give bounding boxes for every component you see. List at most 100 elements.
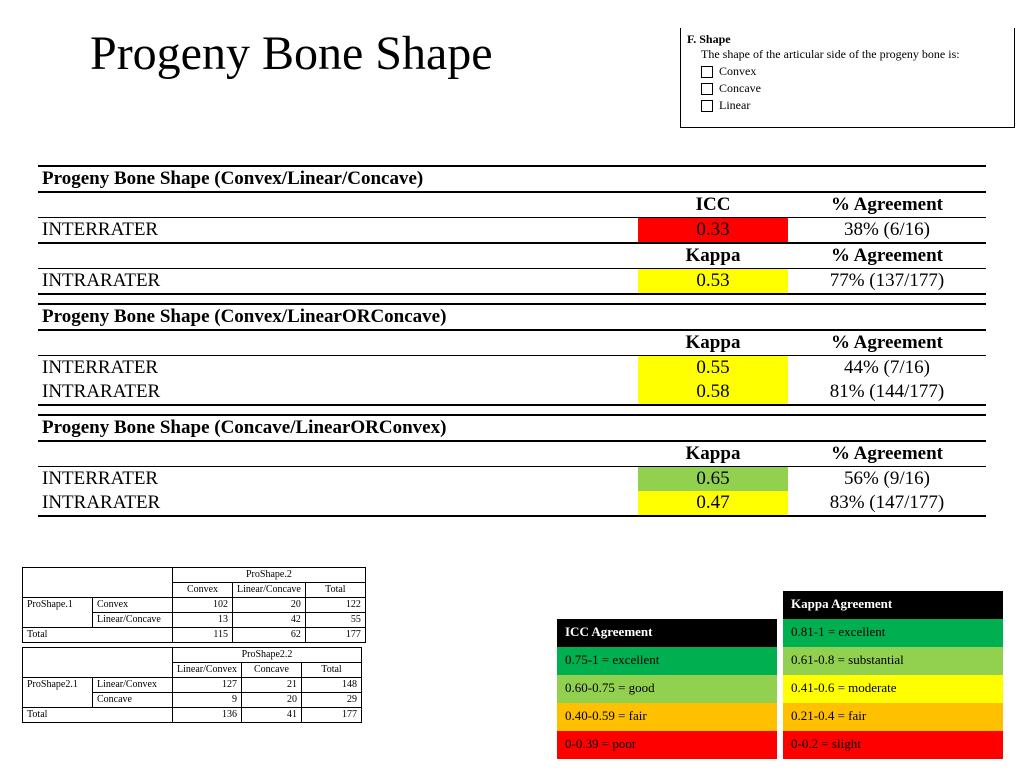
stat-header: Kappa — [638, 442, 788, 466]
crosstab-cell: 21 — [241, 678, 301, 693]
legend-level: 0.21-0.4 = fair — [783, 703, 1003, 731]
agreement-value: 81% (144/177) — [788, 380, 986, 404]
crosstab-row-label: Linear/Concave — [93, 613, 173, 628]
crosstab-row-label: Convex — [93, 598, 173, 613]
result-row: INTERRATER0.3338% (6/16) — [38, 218, 986, 242]
crosstab-total-label: Total — [23, 628, 173, 643]
crosstab-top: ProShape.2 — [173, 568, 366, 583]
checkbox-icon — [701, 66, 713, 78]
crosstab-col: Linear/Convex — [173, 663, 242, 678]
crosstab-cell: 177 — [305, 628, 365, 643]
column-headers: Kappa% Agreement — [38, 442, 986, 467]
kappa-legend: Kappa Agreement0.81-1 = excellent0.61-0.… — [783, 591, 1003, 759]
stat-header: Kappa — [638, 331, 788, 355]
stat-header: Kappa — [638, 244, 788, 268]
legend-level: 0.61-0.8 = substantial — [783, 647, 1003, 675]
agreement-header: % Agreement — [788, 193, 986, 217]
result-row: INTRARATER0.5881% (144/177) — [38, 380, 986, 404]
results-area: Progeny Bone Shape (Convex/Linear/Concav… — [38, 165, 986, 525]
crosstab-cell: 29 — [301, 693, 361, 708]
checkbox-icon — [701, 100, 713, 112]
crosstab-cell: 136 — [173, 708, 242, 723]
crosstab-cell: 62 — [233, 628, 306, 643]
stat-value: 0.53 — [638, 269, 788, 293]
crosstab-total-label: Total — [23, 708, 173, 723]
form-description: The shape of the articular side of the p… — [701, 47, 1008, 62]
crosstab-cell: 115 — [173, 628, 233, 643]
rater-type: INTERRATER — [38, 356, 638, 380]
agreement-header: % Agreement — [788, 331, 986, 355]
form-option: Convex — [701, 64, 1008, 79]
rater-type: INTRARATER — [38, 491, 638, 515]
legend-header: ICC Agreement — [557, 619, 777, 647]
crosstab-col: Convex — [173, 583, 233, 598]
crosstab-row-label: Concave — [93, 693, 173, 708]
agreement-value: 44% (7/16) — [788, 356, 986, 380]
crosstab-cell: 13 — [173, 613, 233, 628]
legend-level: 0.75-1 = excellent — [557, 647, 777, 675]
legend-header: Kappa Agreement — [783, 591, 1003, 619]
crosstab-cell: 20 — [233, 598, 306, 613]
legend-area: ICC Agreement0.75-1 = excellent0.60-0.75… — [557, 591, 1003, 759]
shape-form-box: F. Shape The shape of the articular side… — [680, 28, 1015, 128]
form-option-label: Convex — [719, 64, 756, 78]
crosstab-col: Concave — [241, 663, 301, 678]
crosstab-side: ProShape2.1 — [23, 678, 93, 693]
agreement-value: 56% (9/16) — [788, 467, 986, 491]
result-row: INTRARATER0.5377% (137/177) — [38, 269, 986, 293]
rater-type: INTERRATER — [38, 467, 638, 491]
legend-level: 0-0.2 = slight — [783, 731, 1003, 759]
icc-legend: ICC Agreement0.75-1 = excellent0.60-0.75… — [557, 619, 777, 759]
agreement-header: % Agreement — [788, 244, 986, 268]
results-section: Progeny Bone Shape (Convex/LinearORConca… — [38, 303, 986, 406]
crosstab-row-label: Linear/Convex — [93, 678, 173, 693]
results-section: Progeny Bone Shape (Convex/Linear/Concav… — [38, 165, 986, 295]
result-row: INTRARATER0.4783% (147/177) — [38, 491, 986, 515]
legend-level: 0.81-1 = excellent — [783, 619, 1003, 647]
crosstab-top: ProShape2.2 — [173, 648, 362, 663]
crosstab-side: ProShape.1 — [23, 598, 93, 613]
column-headers: Kappa% Agreement — [38, 331, 986, 356]
stat-value: 0.55 — [638, 356, 788, 380]
crosstab-cell: 41 — [241, 708, 301, 723]
agreement-value: 77% (137/177) — [788, 269, 986, 293]
crosstab-cell: 177 — [301, 708, 361, 723]
crosstab-col: Total — [305, 583, 365, 598]
result-row: INTERRATER0.6556% (9/16) — [38, 467, 986, 491]
section-title: Progeny Bone Shape (Convex/Linear/Concav… — [38, 167, 986, 193]
slide-title: Progeny Bone Shape — [90, 28, 493, 81]
stat-header: ICC — [638, 193, 788, 217]
stat-value: 0.58 — [638, 380, 788, 404]
crosstab-table: ProShape.2ConvexLinear/ConcaveTotalProSh… — [22, 567, 366, 643]
crosstab-cell: 9 — [173, 693, 242, 708]
crosstab-area: ProShape.2ConvexLinear/ConcaveTotalProSh… — [22, 567, 366, 727]
legend-level: 0.60-0.75 = good — [557, 675, 777, 703]
crosstab-cell: 42 — [233, 613, 306, 628]
result-row: INTERRATER0.5544% (7/16) — [38, 356, 986, 380]
agreement-header: % Agreement — [788, 442, 986, 466]
crosstab-cell: 55 — [305, 613, 365, 628]
crosstab-cell: 127 — [173, 678, 242, 693]
rater-type: INTRARATER — [38, 269, 638, 293]
column-headers: Kappa% Agreement — [38, 242, 986, 269]
form-option-label: Linear — [719, 98, 750, 112]
rater-type: INTRARATER — [38, 380, 638, 404]
stat-value: 0.47 — [638, 491, 788, 515]
agreement-value: 38% (6/16) — [788, 218, 986, 242]
crosstab-cell: 102 — [173, 598, 233, 613]
crosstab-col: Total — [301, 663, 361, 678]
checkbox-icon — [701, 83, 713, 95]
stat-value: 0.65 — [638, 467, 788, 491]
crosstab-table: ProShape2.2Linear/ConvexConcaveTotalProS… — [22, 647, 362, 723]
agreement-value: 83% (147/177) — [788, 491, 986, 515]
section-title: Progeny Bone Shape (Concave/LinearORConv… — [38, 416, 986, 442]
form-option: Concave — [701, 81, 1008, 96]
section-title: Progeny Bone Shape (Convex/LinearORConca… — [38, 305, 986, 331]
results-section: Progeny Bone Shape (Concave/LinearORConv… — [38, 414, 986, 517]
stat-value: 0.33 — [638, 218, 788, 242]
legend-level: 0-0.39 = poor — [557, 731, 777, 759]
crosstab-cell: 148 — [301, 678, 361, 693]
form-heading: F. Shape — [687, 32, 731, 46]
column-headers: ICC% Agreement — [38, 193, 986, 218]
crosstab-cell: 122 — [305, 598, 365, 613]
